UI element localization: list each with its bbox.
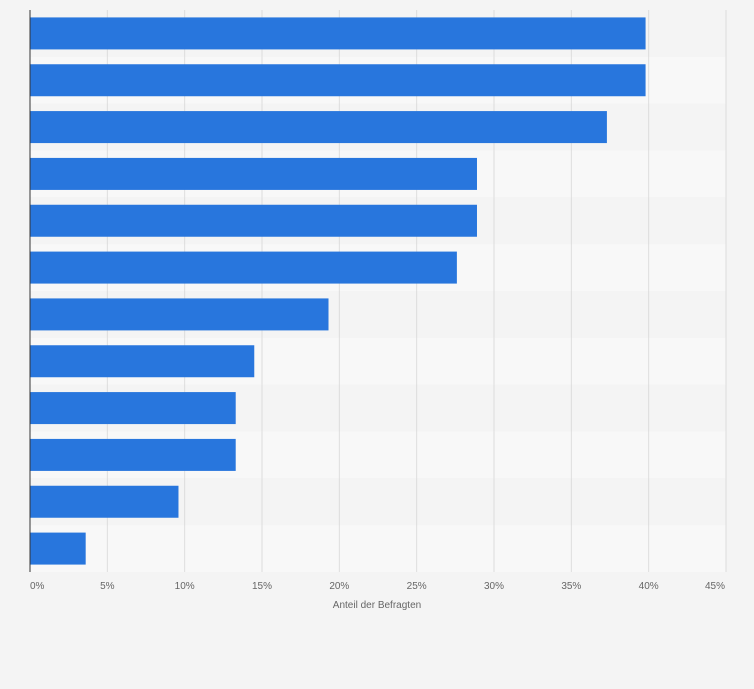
x-tick-label: 35%	[561, 581, 581, 592]
x-tick-labels: 0% 5% 10% 15% 20% 25% 30% 35% 40% 45%	[30, 581, 725, 592]
bar	[30, 204, 477, 237]
x-tick-label: 20%	[329, 581, 349, 592]
bar	[30, 392, 236, 425]
bar	[30, 298, 329, 331]
bar	[30, 438, 236, 471]
x-tick-label: 10%	[175, 581, 195, 592]
bar	[30, 17, 646, 50]
x-tick-label: 30%	[484, 581, 504, 592]
bar	[30, 111, 607, 144]
row-band	[30, 525, 726, 572]
bar	[30, 345, 255, 378]
x-tick-label: 5%	[100, 581, 115, 592]
x-tick-label: 25%	[407, 581, 427, 592]
bars	[30, 17, 646, 565]
x-tick-label: 15%	[252, 581, 272, 592]
x-axis-title: Anteil der Befragten	[333, 600, 421, 611]
x-tick-label: 45%	[705, 581, 725, 592]
bar	[30, 532, 86, 565]
x-tick-label: 0%	[30, 581, 45, 592]
bar	[30, 157, 477, 190]
bar	[30, 64, 646, 97]
bar	[30, 485, 179, 518]
gridlines	[106, 10, 727, 572]
bar	[30, 251, 457, 284]
x-tick-label: 40%	[639, 581, 659, 592]
